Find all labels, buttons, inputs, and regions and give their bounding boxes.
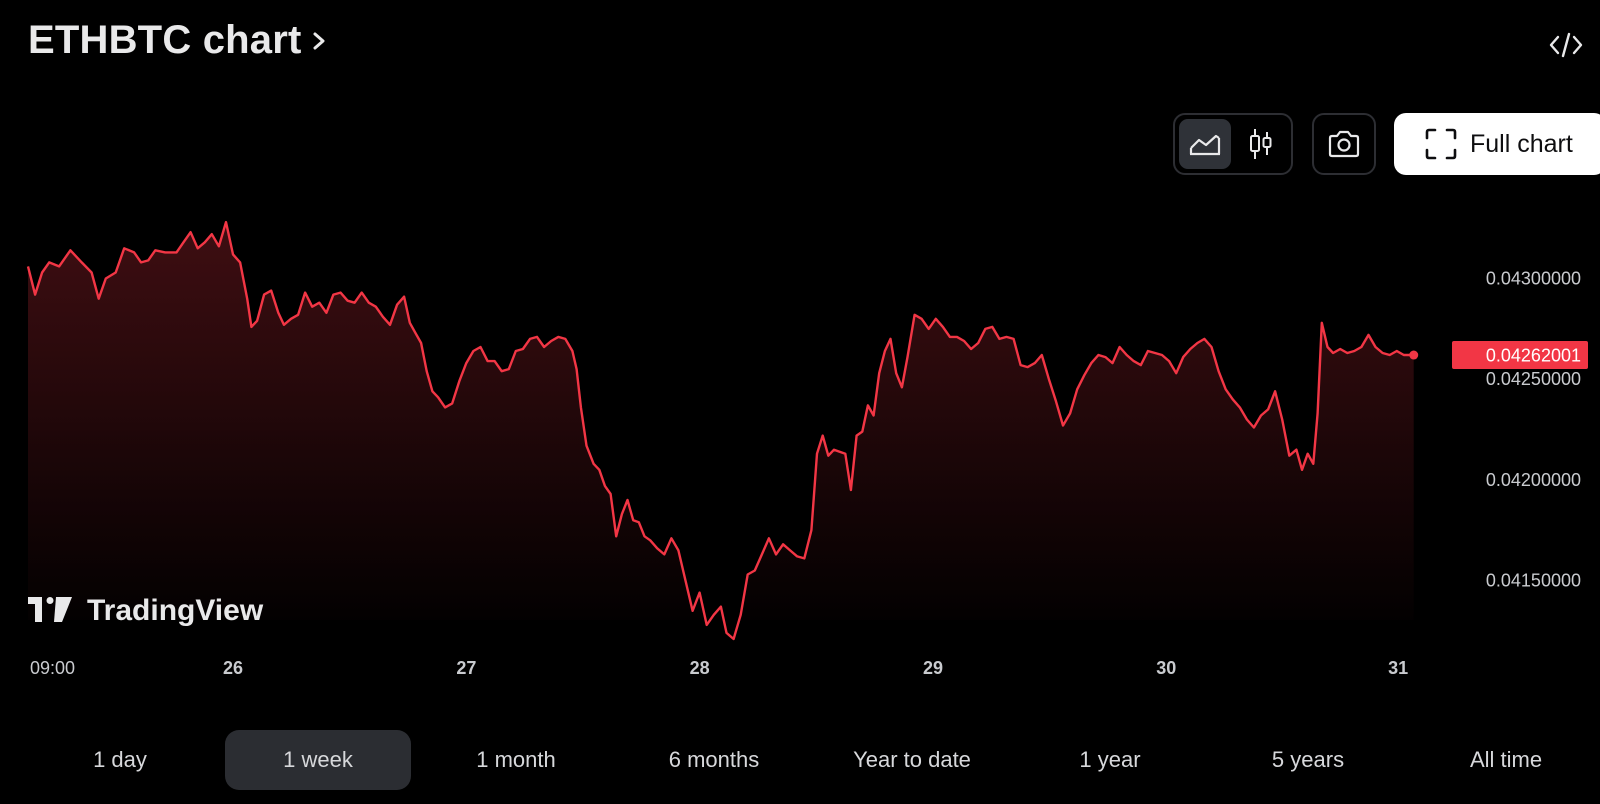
- y-tick-label: 0.04200000: [1486, 470, 1581, 490]
- tradingview-logo-icon: [28, 597, 72, 622]
- fullscreen-icon: [1425, 128, 1457, 160]
- time-range-selector: 1 day 1 week 1 month 6 months Year to date 1 …: [0, 730, 1600, 790]
- range-button-1-month[interactable]: 1 month: [423, 730, 609, 790]
- range-button-year-to-date[interactable]: Year to date: [819, 730, 1005, 790]
- code-embed-icon[interactable]: [1548, 30, 1584, 60]
- range-button-1-week[interactable]: 1 week: [225, 730, 411, 790]
- range-button-all-time[interactable]: All time: [1413, 730, 1599, 790]
- x-tick-label: 31: [1388, 658, 1408, 678]
- range-button-label: 6 months: [668, 747, 760, 772]
- last-price-marker: [1409, 350, 1419, 360]
- range-button-label: 1 week: [283, 747, 353, 772]
- y-tick-label: 0.04300000: [1486, 269, 1581, 289]
- candlestick-chart-button[interactable]: [1235, 119, 1287, 169]
- chevron-right-icon: [313, 32, 325, 49]
- range-button-label: All time: [1469, 747, 1543, 772]
- price-chart[interactable]: 0.04300000 0.04250000 0.04200000 0.04150000…: [0, 190, 1600, 710]
- full-chart-label: Full chart: [1470, 129, 1573, 158]
- chart-title: ETHBTC chart: [28, 18, 302, 62]
- y-tick-label: 0.04150000: [1486, 571, 1581, 591]
- candlestick-icon: [1250, 129, 1272, 159]
- y-tick-label: 0.04250000: [1486, 369, 1581, 389]
- x-tick-label: 29: [923, 658, 943, 678]
- chart-title-link[interactable]: ETHBTC chart: [28, 18, 330, 63]
- price-area-fill: [28, 222, 1414, 639]
- range-button-label: Year to date: [853, 747, 971, 772]
- last-price-label: 0.04262001: [1486, 346, 1581, 366]
- x-axis: 09:00 26 27 28 29 30 31: [30, 658, 1408, 678]
- y-axis: 0.04300000 0.04250000 0.04200000 0.04150000: [1486, 269, 1581, 591]
- x-tick-label: 28: [690, 658, 710, 678]
- last-price-tag: 0.04262001: [1452, 341, 1588, 370]
- screenshot-button[interactable]: [1312, 113, 1376, 175]
- last-price-tag-bg: [1452, 341, 1588, 370]
- line-chart-button[interactable]: [1179, 119, 1231, 169]
- x-tick-label: 26: [223, 658, 243, 678]
- full-chart-button[interactable]: Full chart: [1394, 113, 1600, 175]
- range-button-5-years[interactable]: 5 years: [1215, 730, 1401, 790]
- range-button-label: 1 day: [93, 747, 147, 772]
- x-tick-label: 27: [456, 658, 476, 678]
- range-button-6-months[interactable]: 6 months: [621, 730, 807, 790]
- price-line: [26, 220, 1414, 641]
- range-button-label: 1 month: [476, 747, 556, 772]
- x-tick-label: 30: [1156, 658, 1176, 678]
- x-tick-label: 09:00: [30, 658, 75, 678]
- range-button-label: 5 years: [1271, 747, 1345, 772]
- tradingview-watermark: TradingView: [28, 594, 264, 627]
- tradingview-brand: TradingView: [87, 594, 264, 627]
- camera-icon: [1328, 130, 1360, 158]
- range-button-1-day[interactable]: 1 day: [27, 730, 213, 790]
- chart-type-toggle: [1173, 113, 1293, 175]
- range-button-label: 1 year: [1079, 747, 1141, 772]
- range-button-1-year[interactable]: 1 year: [1017, 730, 1203, 790]
- line-chart-icon: [1189, 134, 1221, 156]
